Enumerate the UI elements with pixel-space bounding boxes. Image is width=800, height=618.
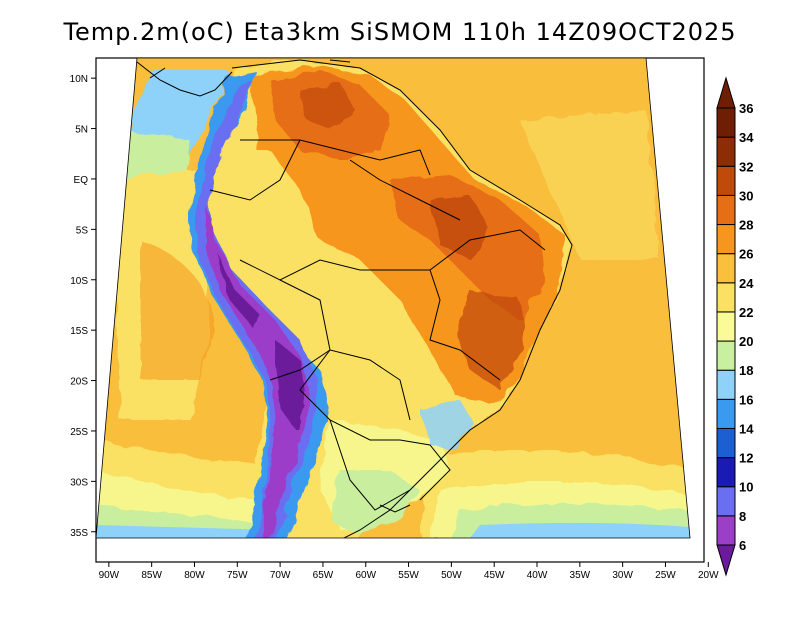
colorbar-label: 26: [739, 247, 753, 262]
x-tick-label: 30W: [612, 570, 633, 581]
colorbar-label: 30: [739, 188, 753, 203]
y-tick-label: 30S: [70, 477, 88, 488]
colorbar-label: 32: [739, 159, 753, 174]
colorbar-label: 16: [739, 392, 753, 407]
x-tick-label: 75W: [227, 570, 248, 581]
colorbar-swatch: [716, 486, 736, 517]
x-tick-label: 45W: [484, 570, 505, 581]
x-tick-label: 90W: [99, 570, 120, 581]
x-tick-label: 35W: [570, 570, 591, 581]
colorbar-label: 22: [739, 305, 753, 320]
y-tick-label: 5N: [75, 125, 88, 136]
colorbar-label: 6: [739, 538, 746, 553]
colorbar-label: 28: [739, 218, 753, 233]
y-tick-label: 10N: [70, 74, 88, 85]
temperature-field: [96, 58, 690, 538]
colorbar-label: 12: [739, 451, 753, 466]
y-axis: 10N 5N EQ 5S 10S 15S 20S 25S 30S 35S: [70, 74, 96, 539]
colorbar-swatch: [716, 224, 736, 255]
colorbar-swatch: [716, 282, 736, 313]
colorbar-swatch: [716, 253, 736, 284]
y-tick-label: 10S: [70, 276, 88, 287]
y-tick-label: 25S: [70, 427, 88, 438]
x-tick-label: 70W: [270, 570, 291, 581]
colorbar: 6 8 10 12 14 16 18 20 22 24 26 28 30 32 34 36: [716, 76, 754, 577]
colorbar-swatch: [716, 457, 736, 488]
x-tick-label: 85W: [141, 570, 162, 581]
colorbar-label: 34: [739, 130, 754, 145]
x-tick-label: 55W: [398, 570, 419, 581]
colorbar-label: 20: [739, 334, 753, 349]
colorbar-high-extend: [716, 76, 736, 109]
x-tick-label: 25W: [655, 570, 676, 581]
y-tick-label: 15S: [70, 326, 88, 337]
map-title: Temp.2m(oC) Eta3km SiSMOM 110h 14Z09OCT2…: [63, 18, 737, 46]
x-tick-label: 20W: [698, 570, 719, 581]
x-tick-label: 65W: [313, 570, 334, 581]
y-tick-label: 5S: [76, 225, 89, 236]
colorbar-label: 18: [739, 363, 753, 378]
colorbar-label: 8: [739, 509, 746, 524]
colorbar-swatch: [716, 136, 736, 167]
country-borders: [209, 59, 573, 538]
colorbar-swatch: [716, 165, 736, 196]
y-tick-label: 35S: [70, 528, 88, 539]
colorbar-swatch: [716, 515, 736, 546]
colorbar-label: 36: [739, 101, 753, 116]
x-axis: 90W 85W 80W 75W 70W 65W 60W 55W 50W 45W 40W 35W 30W 2…: [99, 562, 719, 581]
y-tick-label: 20S: [70, 377, 88, 388]
colorbar-swatch: [716, 427, 736, 459]
colorbar-swatch: [716, 340, 736, 371]
colorbar-label: 14: [739, 421, 754, 436]
colorbar-swatch: [716, 398, 736, 429]
y-tick-label: EQ: [74, 175, 89, 186]
colorbar-low-extend: [716, 544, 736, 577]
x-tick-label: 50W: [441, 570, 462, 581]
domain-outline: [95, 57, 691, 539]
x-tick-label: 60W: [355, 570, 376, 581]
colorbar-swatch: [716, 311, 736, 342]
colorbar-swatch: [716, 369, 736, 400]
colorbar-label: 10: [739, 480, 753, 495]
x-tick-label: 40W: [527, 570, 548, 581]
colorbar-swatch: [716, 194, 736, 226]
andes-cold-band: [188, 70, 330, 538]
x-tick-label: 80W: [184, 570, 205, 581]
coastlines: [136, 59, 411, 513]
colorbar-label: 24: [739, 276, 754, 291]
colorbar-swatch: [716, 107, 736, 138]
